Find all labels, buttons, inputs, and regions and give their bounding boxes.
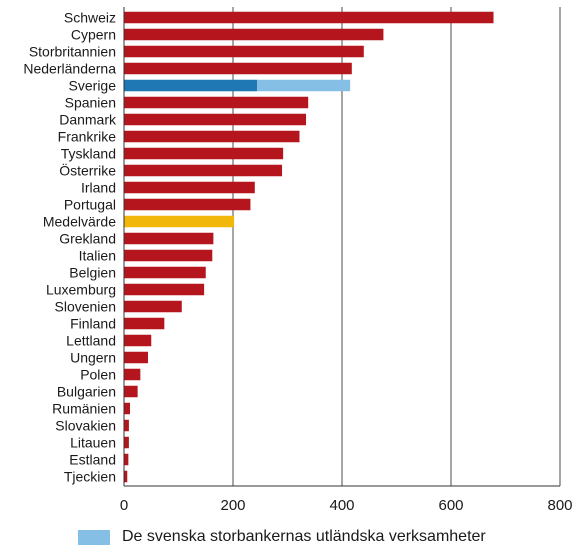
x-tick-label: 800	[547, 497, 572, 514]
category-label: Frankrike	[58, 129, 117, 145]
bar	[124, 419, 129, 432]
bar	[124, 283, 205, 296]
bar	[124, 215, 235, 228]
bar	[124, 436, 129, 449]
category-label: Slovakien	[55, 418, 116, 434]
category-label: Schweiz	[64, 10, 116, 26]
legend: De svenska storbankernas utländska verks…	[78, 528, 486, 546]
bar	[124, 181, 255, 194]
category-label: Tjeckien	[64, 469, 116, 485]
bar	[124, 368, 141, 381]
bar	[124, 130, 300, 143]
category-label: Österrike	[59, 162, 116, 179]
bar	[124, 249, 213, 262]
bar	[124, 28, 384, 41]
bar	[124, 351, 148, 364]
bar	[124, 198, 251, 211]
category-label: Luxemburg	[46, 282, 116, 298]
bar	[124, 147, 284, 160]
category-label: Italien	[79, 248, 116, 264]
bar	[124, 62, 352, 75]
bar	[124, 96, 309, 109]
category-label: Medelvärde	[43, 214, 116, 230]
legend-label: De svenska storbankernas utländska verks…	[122, 528, 486, 545]
category-label: Ungern	[70, 350, 116, 366]
bar	[124, 453, 129, 466]
category-label: Lettland	[66, 333, 116, 349]
category-label: Slovenien	[55, 299, 117, 315]
bars	[124, 11, 494, 483]
category-label: Spanien	[65, 95, 116, 111]
bar	[124, 232, 214, 245]
category-label: Belgien	[69, 265, 116, 281]
x-tick-label: 0	[120, 497, 128, 514]
bar	[124, 385, 138, 398]
bar	[124, 11, 494, 24]
bar	[124, 113, 307, 126]
bar	[124, 334, 152, 347]
category-label: Polen	[80, 367, 116, 383]
category-label: Bulgarien	[57, 384, 116, 400]
category-labels: SchweizCypernStorbritannienNederländerna…	[23, 10, 117, 485]
x-axis: 0 200 400 600 800	[120, 7, 573, 514]
bar	[124, 300, 182, 313]
bar	[124, 470, 128, 483]
bar	[124, 402, 130, 415]
category-label: Irland	[81, 180, 116, 196]
gridlines	[232, 7, 561, 486]
legend-swatch	[78, 529, 110, 545]
x-tick-label: 200	[220, 497, 245, 514]
category-label: Rumänien	[52, 401, 116, 417]
bar-segment	[256, 79, 351, 92]
category-label: Tyskland	[61, 146, 116, 162]
category-label: Danmark	[59, 112, 117, 128]
category-label: Portugal	[64, 197, 116, 213]
bar	[124, 45, 364, 58]
category-label: Storbritannien	[29, 44, 116, 60]
bar-segment	[124, 79, 257, 92]
category-label: Cypern	[71, 27, 116, 43]
category-label: Estland	[69, 452, 116, 468]
bar	[124, 317, 165, 330]
bar	[124, 266, 206, 279]
x-tick-label: 600	[438, 497, 463, 514]
category-label: Finland	[70, 316, 116, 332]
category-label: Litauen	[70, 435, 116, 451]
category-label: Sverige	[69, 78, 117, 94]
category-label: Grekland	[59, 231, 116, 247]
category-label: Nederländerna	[23, 61, 116, 77]
bar	[124, 164, 283, 177]
x-tick-label: 400	[329, 497, 354, 514]
